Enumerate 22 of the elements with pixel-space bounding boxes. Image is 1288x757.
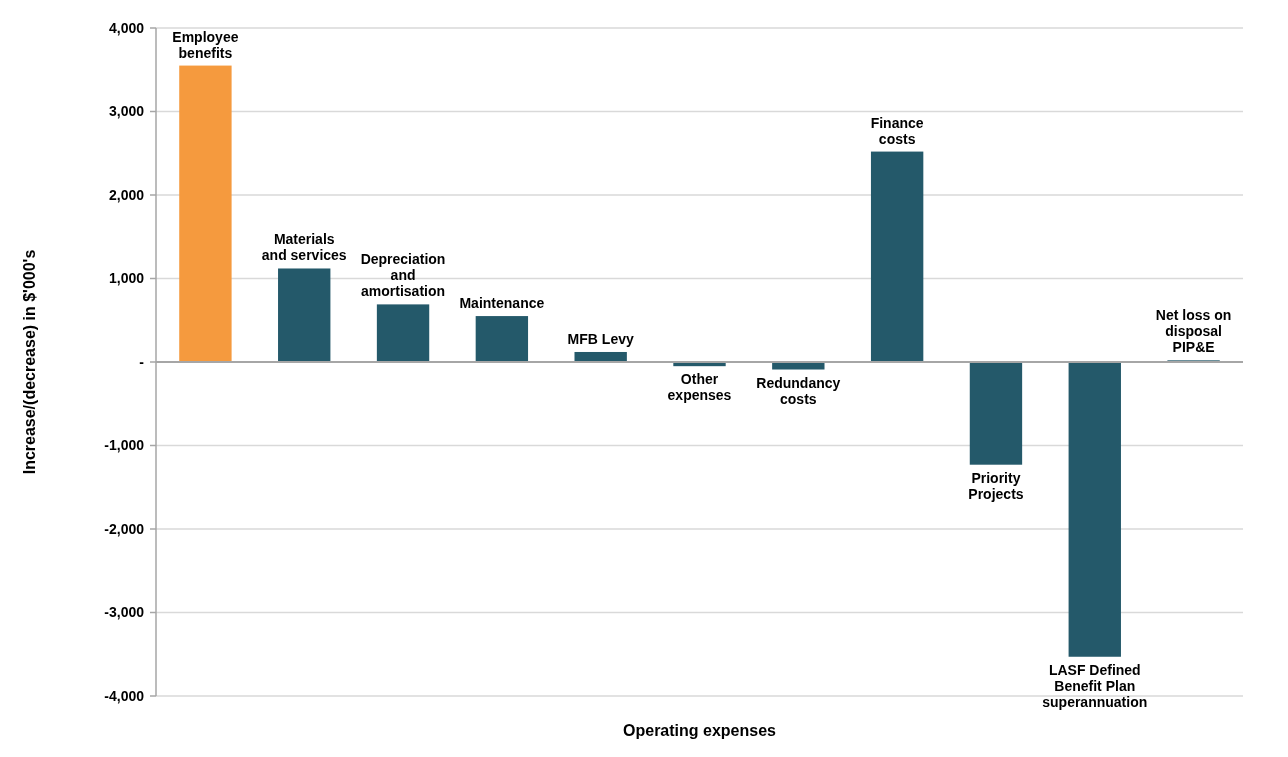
x-tick-label: Net loss on disposal PIP&E [1155,307,1232,356]
y-tick-label: -3,000 [104,604,145,621]
x-axis-title: Operating expenses [623,722,777,739]
y-tick-label: -2,000 [104,520,145,537]
x-tick-label: Redundancy costs [756,374,841,407]
x-tick-label: Priority Projects [968,469,1024,502]
x-tick-label: MFB Levy [567,330,634,347]
x-tick-label: Depreciation and amortisation [360,251,446,300]
y-tick-label: 1,000 [108,270,145,287]
y-tick-label: 3,000 [108,103,145,120]
x-tick-label: Maintenance [459,295,545,312]
y-tick-label: -4,000 [104,687,145,704]
x-tick-label: Materials and services [261,231,347,264]
x-tick-label: LASF Defined Benefit Plan superannuation [1042,661,1148,710]
y-tick-label: 4,000 [108,19,145,36]
y-tick-label: -1,000 [104,437,145,454]
x-tick-label: Employee benefits [172,28,239,61]
x-tick-label: Other expenses [667,371,732,404]
y-axis-title: Increase/(decrease) in $'000's [21,249,38,475]
x-tick-label: Finance costs [870,114,924,147]
y-tick-label: 2,000 [108,186,145,203]
y-tick-label: - [139,353,145,370]
